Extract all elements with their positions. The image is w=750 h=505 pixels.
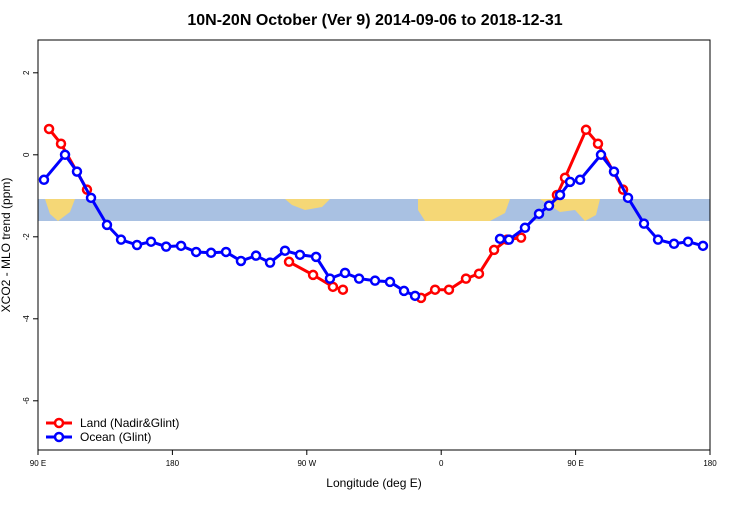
legend-marker bbox=[53, 431, 65, 443]
point bbox=[384, 276, 396, 288]
point bbox=[564, 176, 576, 188]
point bbox=[55, 138, 67, 149]
point bbox=[337, 284, 349, 295]
point bbox=[131, 239, 143, 251]
point bbox=[115, 234, 127, 245]
legend-marker bbox=[53, 417, 65, 429]
point bbox=[235, 255, 247, 267]
point bbox=[503, 234, 515, 245]
point bbox=[622, 192, 634, 204]
point bbox=[279, 245, 291, 256]
point bbox=[310, 251, 322, 263]
point bbox=[668, 238, 680, 250]
point bbox=[327, 281, 339, 293]
point bbox=[515, 232, 527, 243]
point bbox=[324, 273, 336, 284]
point bbox=[638, 218, 650, 229]
point bbox=[59, 149, 71, 161]
map-land bbox=[418, 199, 510, 221]
point bbox=[71, 166, 83, 177]
point bbox=[38, 174, 50, 186]
series-line bbox=[42, 152, 704, 298]
y-tick-label: 2 bbox=[22, 70, 31, 75]
point bbox=[250, 250, 262, 261]
point bbox=[283, 256, 295, 268]
point bbox=[429, 284, 441, 295]
point bbox=[85, 192, 97, 204]
x-tick-label: 180 bbox=[166, 459, 180, 468]
point bbox=[543, 200, 555, 211]
map-land bbox=[45, 199, 75, 221]
point bbox=[205, 247, 217, 259]
point bbox=[443, 284, 455, 295]
chart-title: 10N-20N October (Ver 9) 2014-09-06 to 20… bbox=[187, 12, 562, 29]
x-tick-label: 0 bbox=[439, 459, 444, 468]
y-tick-label: -4 bbox=[22, 315, 31, 323]
point bbox=[190, 246, 202, 258]
y-axis-label: XCO2 - MLO trend (ppm) bbox=[0, 178, 13, 313]
x-axis-label: Longitude (deg E) bbox=[326, 476, 421, 490]
legend-label: Ocean (Glint) bbox=[80, 430, 151, 444]
point bbox=[294, 249, 306, 261]
point bbox=[264, 257, 276, 268]
point bbox=[160, 241, 172, 252]
point bbox=[460, 273, 472, 284]
map-land bbox=[285, 199, 330, 210]
point bbox=[339, 267, 351, 279]
point bbox=[409, 290, 421, 302]
y-tick-label: -6 bbox=[22, 397, 31, 405]
point bbox=[652, 234, 664, 245]
point bbox=[43, 123, 55, 135]
point bbox=[608, 166, 620, 177]
point bbox=[220, 246, 232, 258]
map-land bbox=[540, 199, 600, 221]
point bbox=[574, 174, 586, 186]
point bbox=[369, 275, 381, 286]
point bbox=[145, 236, 157, 247]
point bbox=[592, 138, 604, 149]
x-tick-label: 90 E bbox=[567, 459, 583, 468]
point bbox=[494, 233, 506, 245]
map-ocean bbox=[38, 199, 710, 221]
y-tick-label: -2 bbox=[22, 233, 31, 241]
point bbox=[101, 219, 113, 231]
point bbox=[533, 208, 545, 220]
y-tick-label: 0 bbox=[22, 152, 31, 157]
point bbox=[697, 240, 709, 252]
point bbox=[580, 124, 592, 136]
point bbox=[554, 189, 566, 201]
point bbox=[353, 273, 365, 284]
point bbox=[398, 285, 410, 297]
map-band bbox=[38, 199, 710, 221]
x-tick-label: 180 bbox=[703, 459, 717, 468]
point bbox=[473, 268, 485, 279]
point bbox=[595, 149, 607, 161]
plot-frame bbox=[37, 39, 711, 451]
point bbox=[488, 244, 500, 256]
x-tick-label: 90 W bbox=[297, 459, 316, 468]
point bbox=[519, 222, 531, 234]
legend-label: Land (Nadir&Glint) bbox=[80, 416, 179, 430]
point bbox=[175, 240, 187, 252]
point bbox=[307, 269, 319, 281]
point bbox=[682, 236, 694, 247]
x-tick-label: 90 E bbox=[30, 459, 46, 468]
